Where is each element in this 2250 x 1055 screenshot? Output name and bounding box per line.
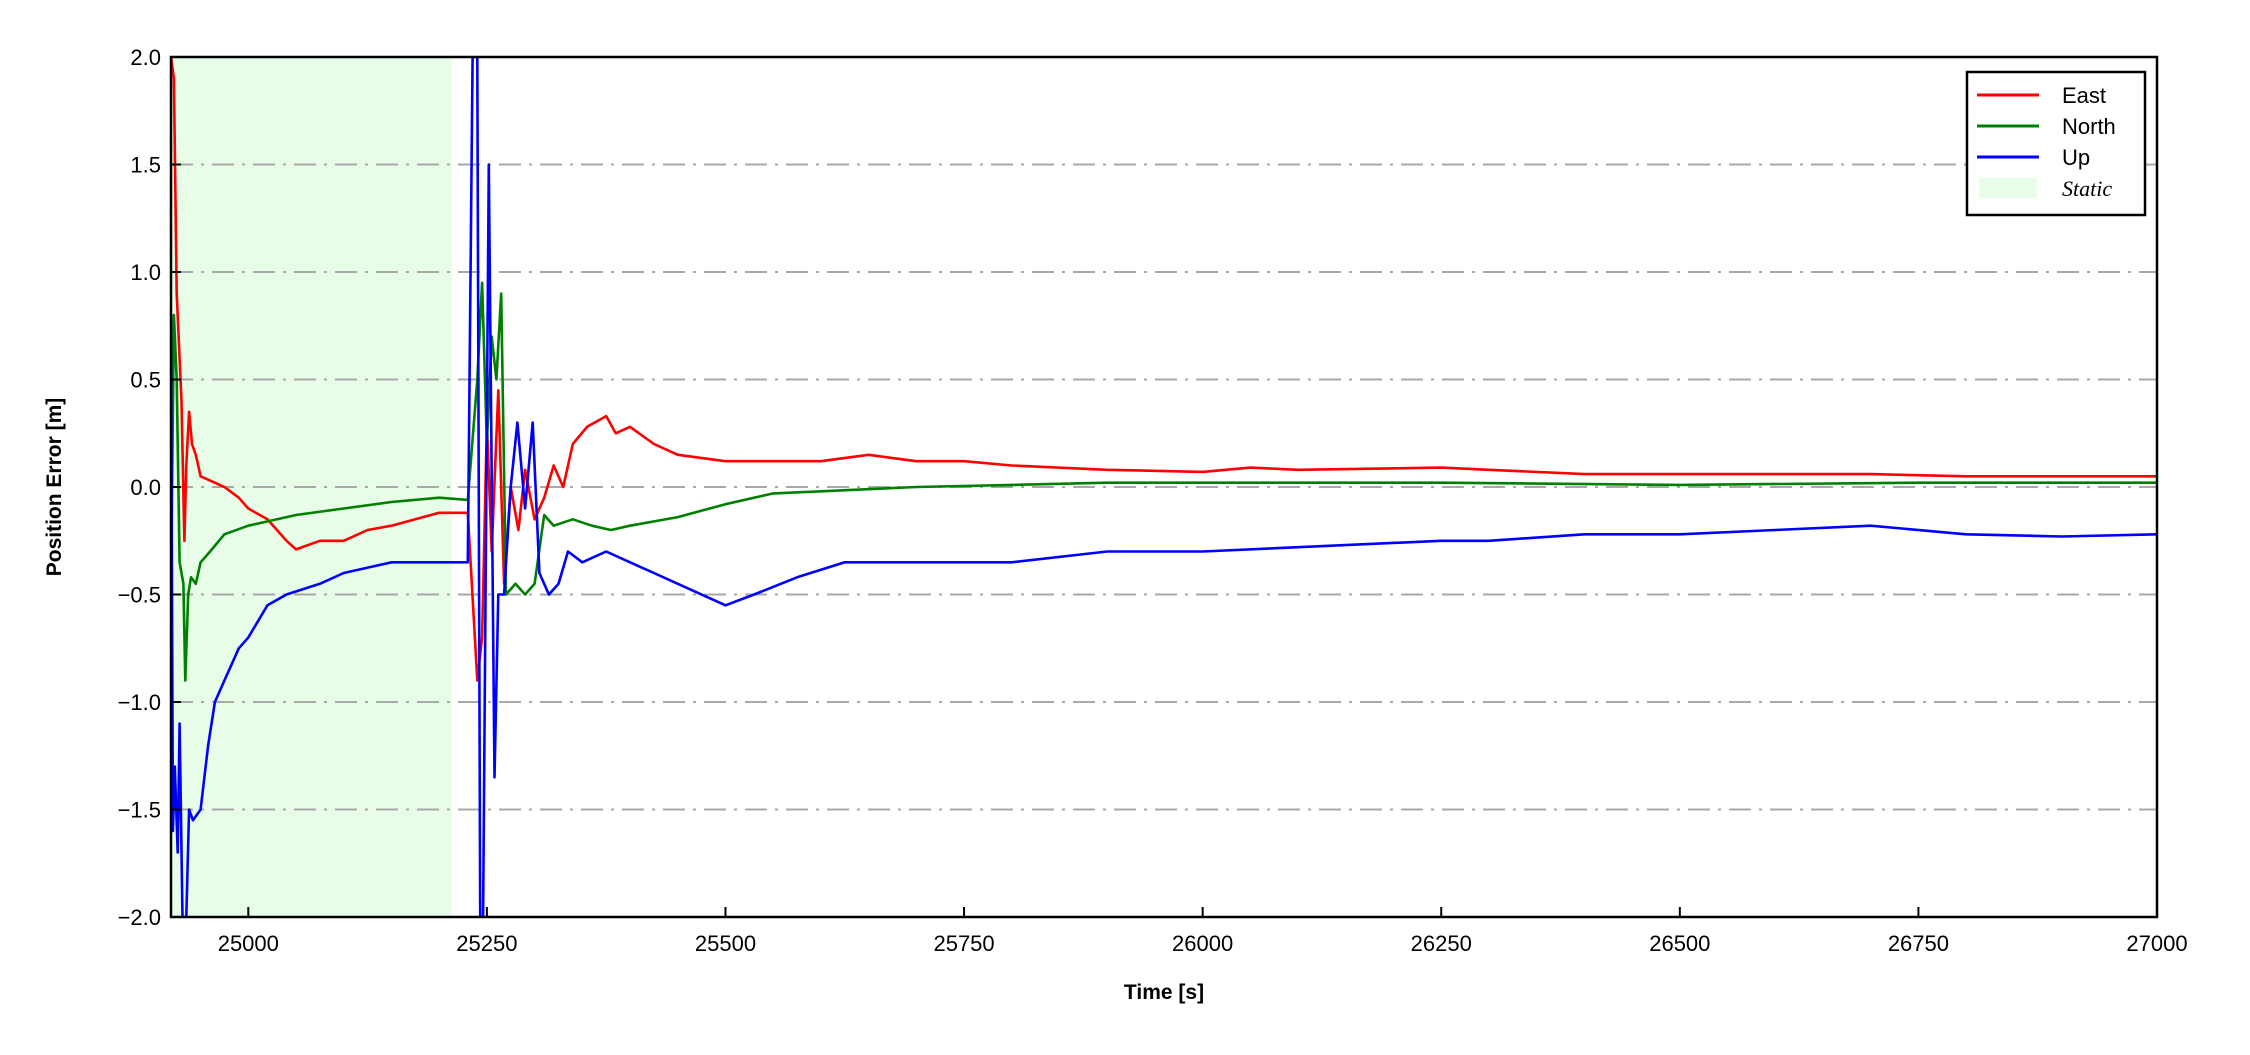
y-axis-label: Position Error [m] bbox=[43, 398, 66, 577]
x-tick-label: 26500 bbox=[1649, 931, 1710, 956]
x-tick-label: 26250 bbox=[1411, 931, 1472, 956]
x-tick-label: 25500 bbox=[695, 931, 756, 956]
legend-label-static: Static bbox=[2062, 176, 2112, 201]
y-tick-label: −0.5 bbox=[118, 583, 161, 608]
legend-label-north: North bbox=[2062, 114, 2116, 139]
series-lines bbox=[171, 57, 2157, 917]
y-tick-label: −1.5 bbox=[118, 798, 161, 823]
axis-ticks: −2.0 −1.5 −1.0 −0.5 0.0 0.5 1.0 1.5 2.0 25000 2525… bbox=[118, 45, 2188, 956]
y-tick-label: 1.5 bbox=[130, 153, 161, 178]
x-tick-label: 26750 bbox=[1888, 931, 1949, 956]
x-tick-label: 25250 bbox=[456, 931, 517, 956]
y-tick-label: 1.0 bbox=[130, 260, 161, 285]
legend-label-east: East bbox=[2062, 83, 2106, 108]
x-tick-label: 25000 bbox=[218, 931, 279, 956]
legend-label-up: Up bbox=[2062, 145, 2090, 170]
x-tick-label: 26000 bbox=[1172, 931, 1233, 956]
x-tick-label: 27000 bbox=[2126, 931, 2187, 956]
legend-swatch-static bbox=[1979, 178, 2037, 198]
series-line-east bbox=[171, 57, 2157, 682]
y-tick-label: 0.5 bbox=[130, 368, 161, 393]
y-tick-label: −1.0 bbox=[118, 690, 161, 715]
y-tick-label: −2.0 bbox=[118, 905, 161, 930]
x-axis-label: Time [s] bbox=[1124, 981, 1204, 1004]
y-tick-label: 0.0 bbox=[130, 475, 161, 500]
series-line-up bbox=[171, 57, 2157, 917]
legend: East North Up Static bbox=[1965, 70, 2147, 217]
x-tick-label: 25750 bbox=[933, 931, 994, 956]
y-tick-label: 2.0 bbox=[130, 45, 161, 70]
series-line-north bbox=[171, 281, 2157, 682]
